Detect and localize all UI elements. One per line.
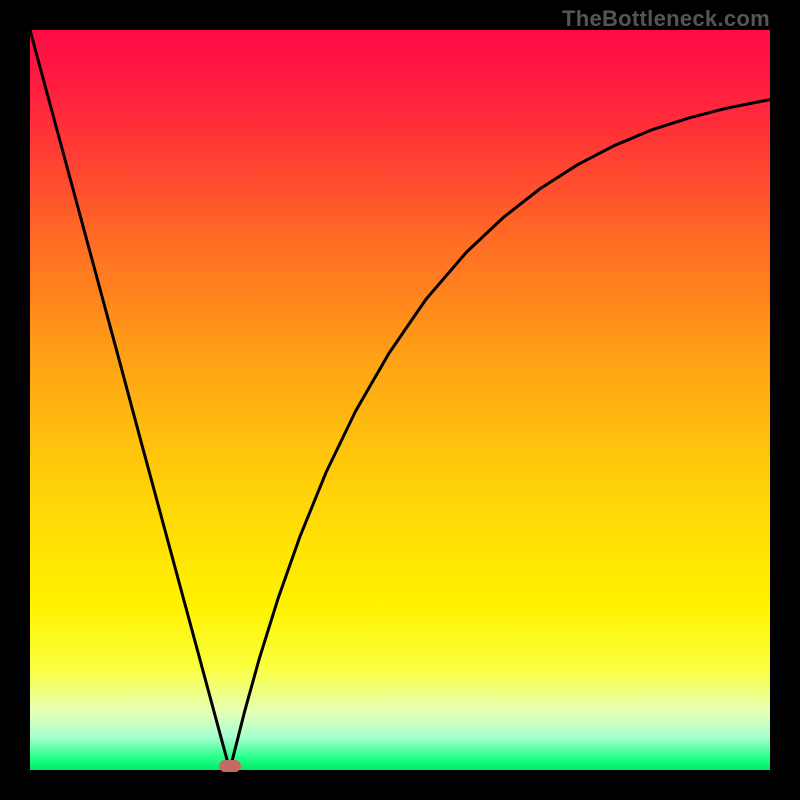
watermark-text: TheBottleneck.com [562,6,770,32]
chart-background [30,30,770,770]
optimum-marker [219,760,241,772]
chart-svg [30,30,770,770]
chart-plot-area [30,30,770,770]
